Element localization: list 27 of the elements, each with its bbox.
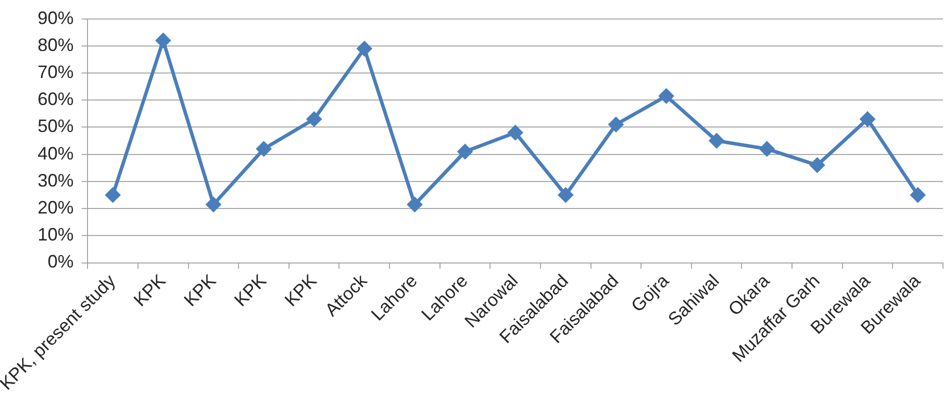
point [758, 140, 775, 157]
point [658, 88, 674, 104]
point [155, 32, 172, 48]
y-tick-label: 40% [38, 143, 74, 164]
point [256, 140, 272, 157]
y-tick-label: 70% [38, 62, 74, 82]
y-tick-label: 90% [38, 8, 74, 28]
point [809, 157, 826, 174]
point [306, 111, 322, 128]
y-tick-label: 80% [38, 34, 74, 55]
point [457, 144, 474, 160]
y-tick-label: 50% [38, 116, 74, 136]
y-tick-label: 30% [38, 170, 74, 190]
y-tick-label: 60% [38, 89, 74, 110]
point [104, 187, 121, 204]
point [356, 40, 372, 57]
y-tick-label: 20% [38, 198, 74, 218]
point [608, 116, 624, 133]
y-tick-label: 10% [38, 224, 74, 245]
y-tick-label: 0% [48, 252, 74, 272]
point [406, 196, 423, 212]
point [708, 132, 725, 149]
point [205, 196, 222, 212]
point [860, 111, 876, 128]
point [558, 187, 574, 204]
point [910, 187, 926, 204]
point [507, 124, 524, 141]
